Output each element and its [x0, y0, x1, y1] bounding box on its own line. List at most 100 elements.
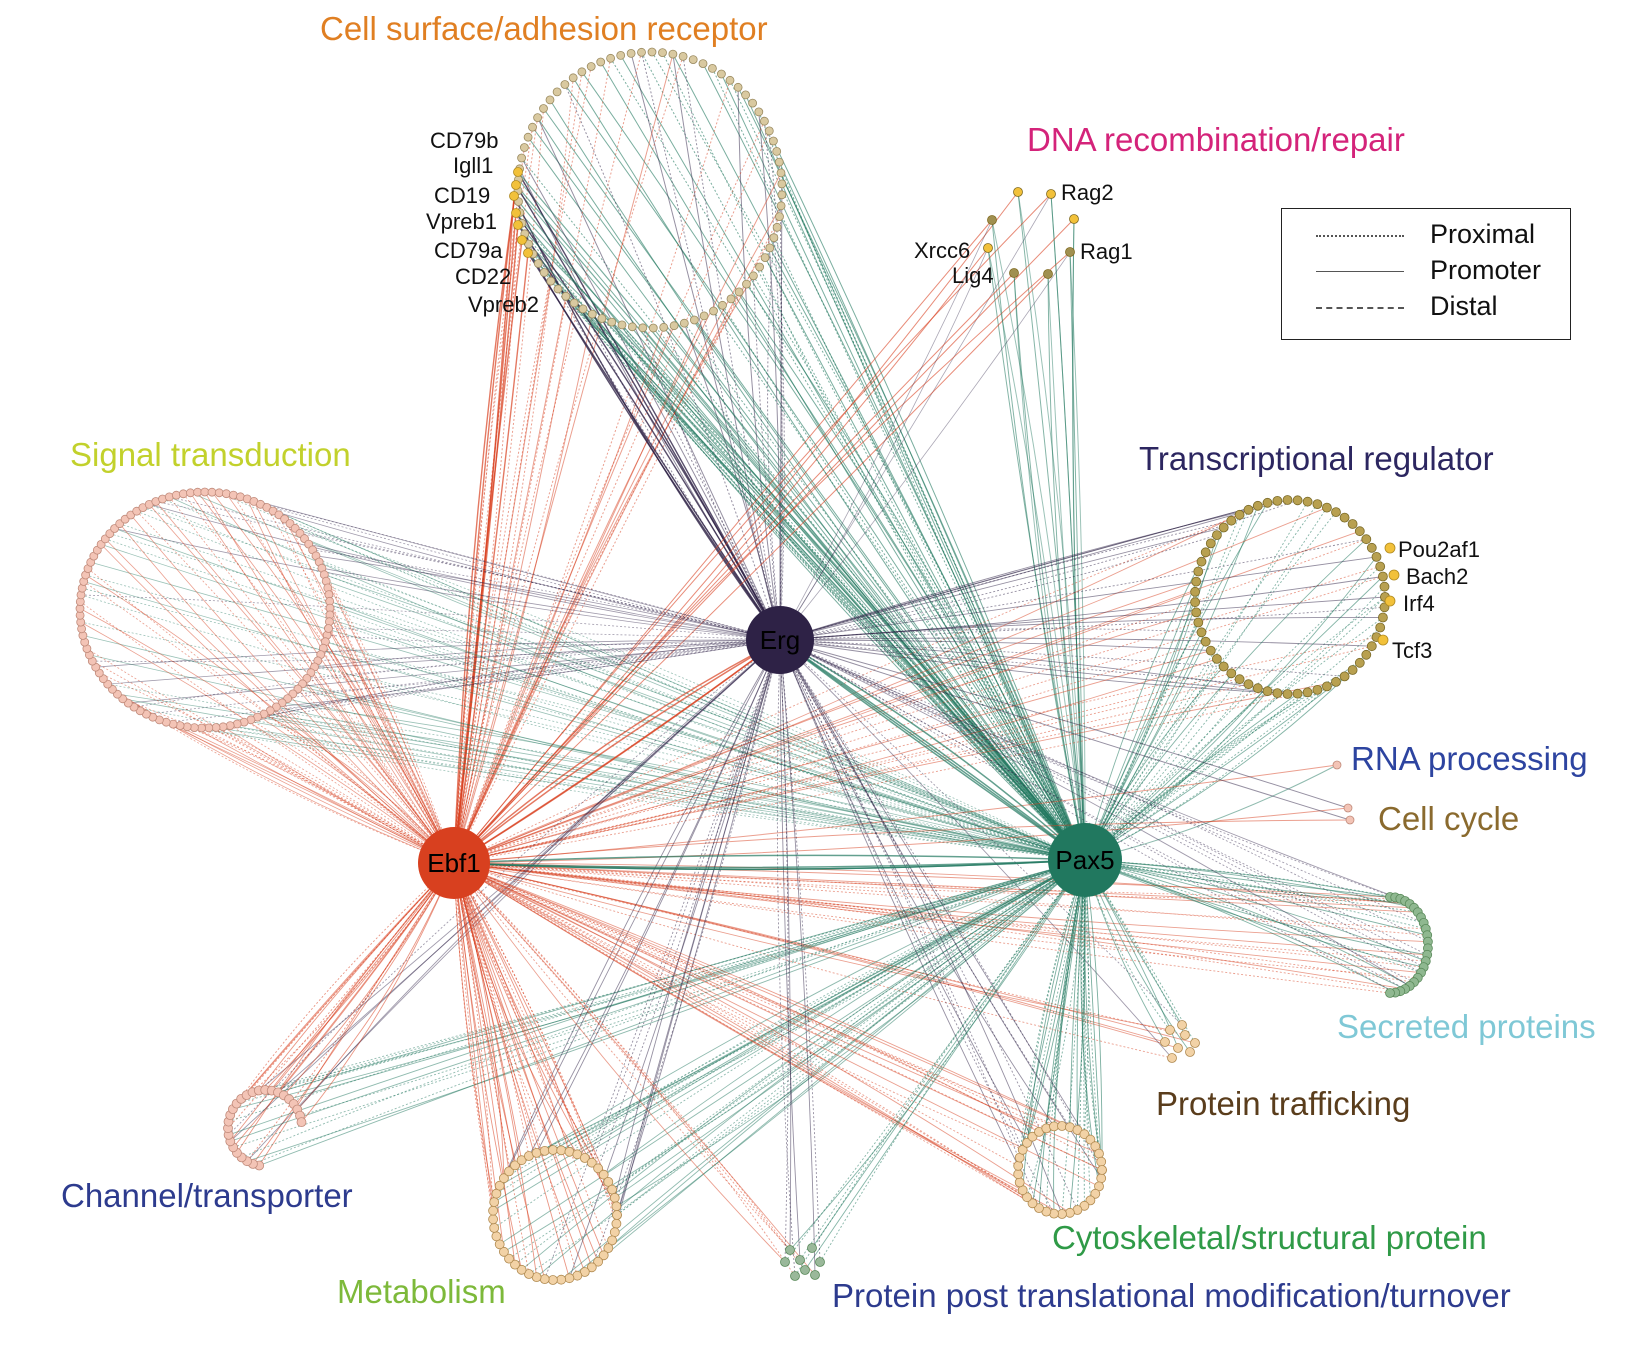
legend: Proximal Promoter Distal	[1281, 208, 1571, 340]
edge-ebf1	[182, 493, 455, 864]
edge-ebf1	[271, 862, 455, 1091]
gene-node	[734, 287, 744, 297]
edge-erg	[779, 639, 1427, 962]
edge-pax5	[232, 859, 1086, 1110]
edge-pax5	[1019, 859, 1086, 1158]
edge-pax5	[302, 683, 1086, 861]
edge-pax5	[663, 326, 1086, 861]
gene-node	[1331, 677, 1341, 687]
gene-node	[777, 190, 787, 200]
edge-erg	[779, 219, 993, 641]
gene-node	[776, 201, 786, 211]
gene-node	[1339, 512, 1350, 523]
category-cell-cycle: Cell cycle	[1378, 800, 1520, 837]
edge-ebf1	[453, 862, 586, 1159]
edge-ebf1	[453, 862, 516, 1166]
edge-ebf1	[187, 726, 455, 864]
gene-node	[531, 1148, 542, 1158]
gene-node	[533, 113, 542, 122]
gene-node	[548, 1275, 558, 1285]
edge-erg	[779, 639, 1019, 1166]
edge-ebf1	[453, 272, 1015, 864]
edge-pax5	[521, 239, 1086, 861]
gene-node	[1377, 634, 1389, 646]
gene-node	[1085, 1134, 1096, 1145]
edge-ebf1	[453, 690, 1268, 864]
edge-ebf1	[453, 53, 674, 864]
edge-pax5	[1072, 218, 1086, 861]
gene-label-cd79b: CD79b	[430, 128, 499, 153]
edge-pax5	[1084, 502, 1268, 861]
edge-ebf1	[453, 862, 1103, 1171]
edge-erg	[779, 639, 792, 1251]
edge-erg	[779, 639, 1424, 968]
edge-ebf1	[453, 313, 593, 864]
edge-ebf1	[453, 862, 796, 1277]
edge-erg	[292, 639, 781, 695]
gene-node	[760, 116, 769, 126]
gene-node	[1090, 1188, 1101, 1199]
gene-node	[178, 489, 188, 499]
edge-ebf1	[453, 224, 519, 864]
edge-ebf1	[453, 862, 1055, 1214]
edge-ebf1	[453, 862, 593, 1268]
edge-pax5	[109, 533, 1086, 861]
gene-node	[324, 624, 333, 633]
edge-pax5	[778, 161, 1086, 861]
gene-node	[510, 1259, 520, 1270]
gene-node	[598, 1250, 609, 1261]
edge-erg	[544, 639, 781, 1280]
gene-node	[1339, 671, 1350, 682]
gene-node	[513, 167, 523, 177]
edge-erg	[536, 639, 781, 1154]
edge-ebf1	[252, 862, 455, 1093]
hub-erg[interactable]: Erg	[746, 606, 814, 674]
edge-erg	[779, 639, 1288, 695]
edge-erg	[768, 130, 785, 641]
gene-node	[1302, 687, 1313, 698]
gene-node	[765, 243, 775, 253]
category-cell-surface: Cell surface/adhesion receptor	[320, 10, 768, 47]
edge-ebf1	[453, 683, 1249, 864]
edge-pax5	[1084, 509, 1249, 861]
edge-erg	[682, 56, 781, 641]
edge-pax5	[713, 310, 1086, 861]
gene-node	[1022, 1137, 1032, 1148]
gene-node	[560, 80, 570, 89]
edge-ebf1	[453, 862, 1428, 956]
gene-node	[1193, 617, 1204, 628]
gene-node	[637, 47, 646, 57]
edge-pax5	[729, 80, 1086, 861]
edge-pax5	[1084, 514, 1241, 861]
edge-ebf1	[453, 641, 1206, 864]
edge-pax5	[100, 544, 1086, 861]
edge-pax5	[730, 298, 1086, 861]
edge-ebf1	[246, 498, 455, 864]
edge-pax5	[1084, 859, 1424, 924]
legend-item-promoter: Promoter	[1282, 255, 1570, 291]
edge-ebf1	[453, 862, 609, 1183]
gene-node	[607, 1235, 617, 1246]
gene-node	[1252, 683, 1263, 694]
gene-node	[800, 1265, 810, 1275]
gene-node	[1177, 1020, 1187, 1030]
gene-node	[1027, 1198, 1038, 1209]
edge-ebf1	[453, 862, 523, 1161]
edge-ebf1	[80, 601, 455, 864]
gene-node	[211, 723, 221, 732]
edge-erg	[779, 639, 1249, 685]
edge-pax5	[569, 859, 1086, 1153]
gene-label-vpreb1: Vpreb1	[426, 209, 497, 234]
hub-pax5[interactable]: Pax5	[1048, 823, 1122, 897]
gene-node	[774, 157, 784, 167]
hub-ebf1[interactable]: Ebf1	[418, 827, 490, 899]
gene-node	[1379, 581, 1390, 592]
edge-ebf1	[453, 636, 1377, 864]
gene-node	[564, 1273, 575, 1284]
edge-pax5	[746, 283, 1086, 861]
gene-node	[1034, 1203, 1044, 1213]
edge-pax5	[282, 702, 1086, 861]
edge-pax5	[453, 859, 1086, 869]
edge-erg	[779, 639, 1396, 993]
edge-pax5	[276, 706, 1086, 861]
